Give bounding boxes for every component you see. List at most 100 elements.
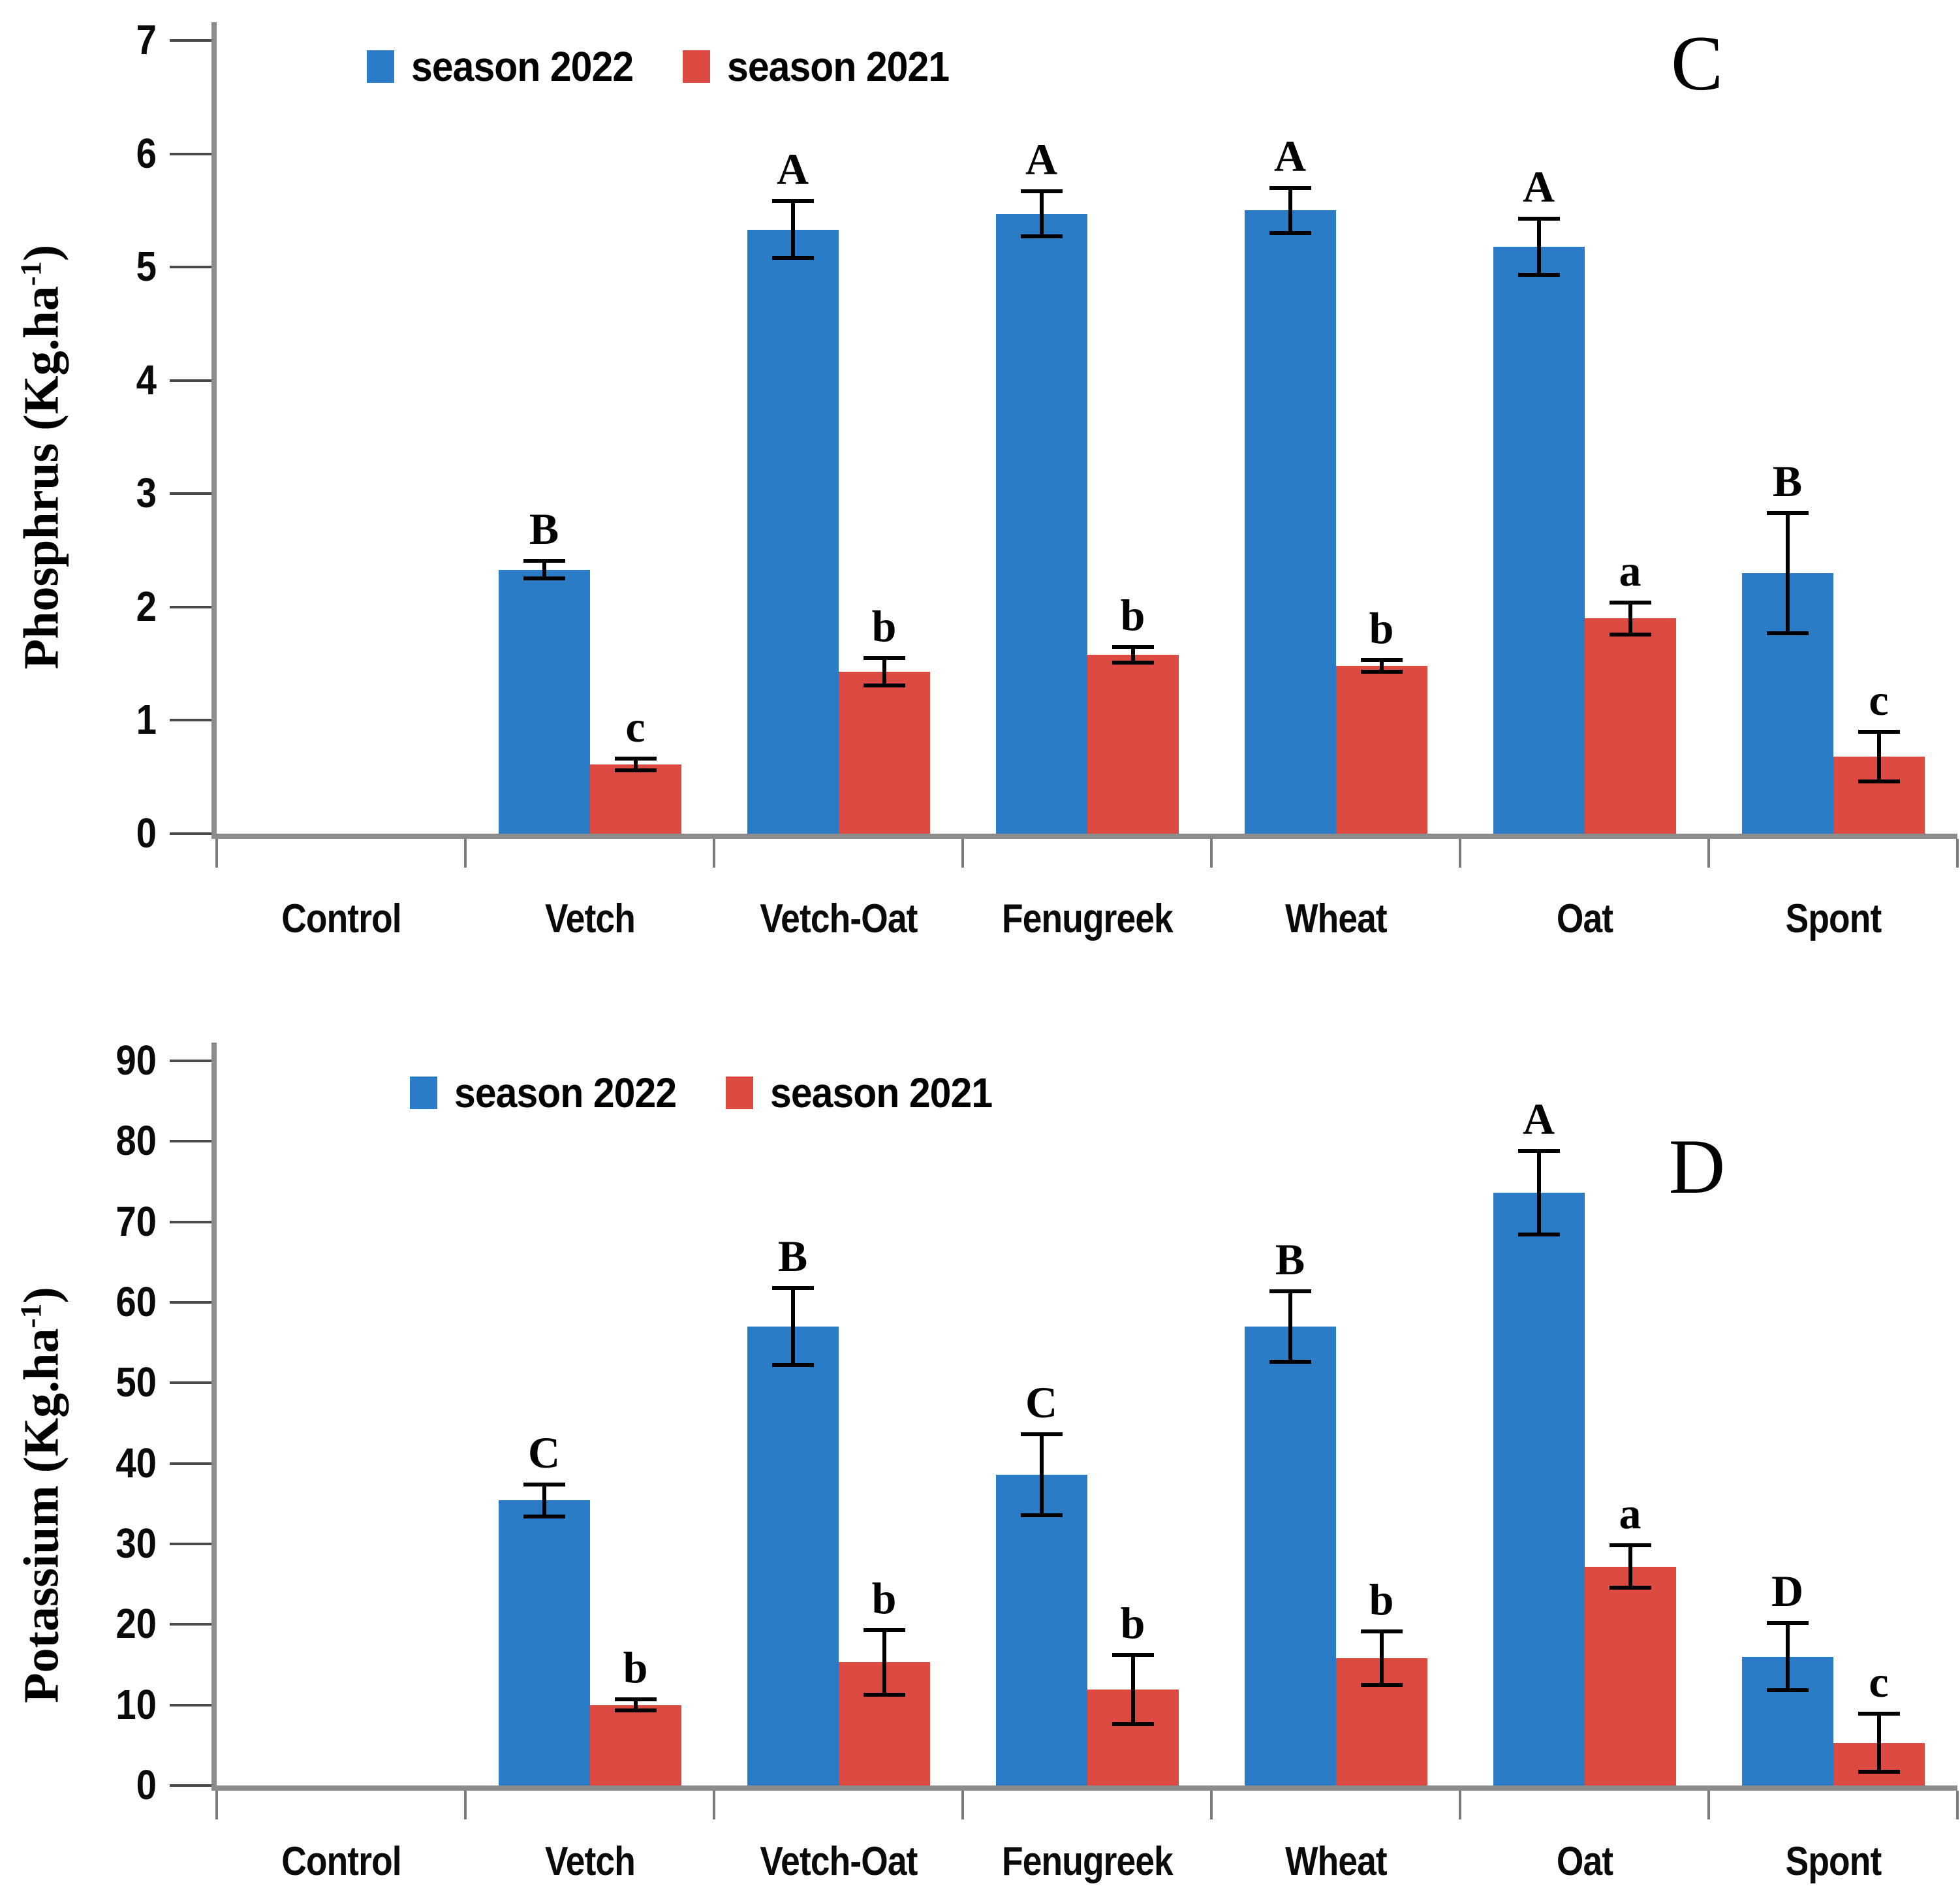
x-axis-tick xyxy=(215,1791,218,1819)
error-bar-season-2022-oat xyxy=(1536,1151,1541,1235)
y-axis-line xyxy=(211,22,217,839)
error-bar-season-2022-vetch xyxy=(542,1484,546,1517)
error-bar-cap-top xyxy=(1020,1432,1063,1437)
error-bar-cap-top xyxy=(1517,216,1560,221)
x-axis-tick xyxy=(1956,1791,1959,1819)
significance-letter-season-2022-spont: D xyxy=(1771,1565,1804,1616)
y-axis-tick-label: 0 xyxy=(136,1761,157,1808)
y-axis-tick xyxy=(170,1703,211,1706)
bar-season-2021-oat xyxy=(1584,1566,1676,1785)
error-bar-cap-bottom xyxy=(523,576,565,581)
x-axis-line xyxy=(211,834,1957,839)
error-bar-cap-top xyxy=(1112,644,1154,649)
error-bar-cap-bottom xyxy=(1858,779,1900,784)
error-bar-season-2022-oat xyxy=(1536,218,1541,275)
error-bar-cap-top xyxy=(1858,1712,1900,1716)
error-bar-season-2021-spont xyxy=(1876,731,1881,782)
y-axis-tick-label: 6 xyxy=(136,129,157,177)
error-bar-season-2021-oat xyxy=(1628,602,1632,635)
y-axis-tick xyxy=(170,39,211,42)
error-bar-cap-bottom xyxy=(1517,273,1560,277)
error-bar-season-2022-spont xyxy=(1785,512,1790,633)
significance-letter-season-2022-spont: B xyxy=(1772,456,1803,506)
bar-season-2022-fenugreek xyxy=(995,213,1087,834)
significance-letter-season-2022-oat: A xyxy=(1522,1094,1555,1144)
x-axis-category-label-vetch: Vetch xyxy=(544,1839,636,1884)
error-bar-season-2021-wheat xyxy=(1379,1631,1384,1685)
bar-season-2022-vetch-oat xyxy=(747,229,839,834)
significance-letter-season-2021-wheat: b xyxy=(1369,603,1394,653)
significance-letter-season-2022-fenugreek: C xyxy=(1025,1377,1058,1428)
x-axis-category-label-control: Control xyxy=(281,1839,401,1884)
error-bar-cap-bottom xyxy=(1112,660,1154,665)
significance-letter-season-2021-fenugreek: b xyxy=(1120,590,1145,640)
y-axis-tick-label: 70 xyxy=(116,1197,157,1245)
x-axis-tick xyxy=(1707,839,1710,868)
y-axis-tick xyxy=(170,1060,211,1063)
x-axis-category-label-oat: Oat xyxy=(1556,896,1613,941)
x-axis-line xyxy=(211,1785,1957,1791)
error-bar-cap-bottom xyxy=(1269,231,1311,236)
significance-letter-season-2022-fenugreek: A xyxy=(1025,134,1058,184)
error-bar-season-2021-fenugreek xyxy=(1130,1655,1135,1725)
error-bar-cap-top xyxy=(1269,1289,1311,1293)
error-bar-cap-bottom xyxy=(863,1692,905,1697)
x-axis-tick xyxy=(961,1791,964,1819)
y-axis-tick xyxy=(170,1220,211,1223)
significance-letter-season-2021-oat: a xyxy=(1619,545,1641,595)
bar-season-2021-vetch xyxy=(589,764,681,834)
error-bar-cap-top xyxy=(863,1628,905,1632)
error-bar-cap-top xyxy=(1766,1620,1809,1625)
error-bar-cap-top xyxy=(771,199,814,204)
x-axis-category-label-spont: Spont xyxy=(1785,896,1882,941)
legend-swatch-season-2021 xyxy=(725,1077,753,1109)
bar-season-2022-vetch-oat xyxy=(747,1327,839,1785)
y-axis-tick xyxy=(170,1543,211,1545)
x-axis-category-label-vetch-oat: Vetch-Oat xyxy=(759,1839,918,1884)
x-axis-tick xyxy=(1459,1791,1461,1819)
bar-season-2022-oat xyxy=(1493,1193,1585,1785)
x-axis-category-label-vetch-oat: Vetch-Oat xyxy=(759,896,918,941)
x-axis-tick xyxy=(1210,1791,1213,1819)
bar-season-2022-wheat xyxy=(1244,1327,1336,1785)
y-axis-tick xyxy=(170,1784,211,1787)
significance-letter-season-2021-fenugreek: b xyxy=(1120,1598,1145,1648)
error-bar-season-2022-fenugreek xyxy=(1039,191,1044,237)
x-axis-category-label-vetch: Vetch xyxy=(544,896,636,941)
x-axis-tick xyxy=(215,839,218,868)
legend-swatch-season-2022 xyxy=(367,50,394,83)
y-axis-tick xyxy=(170,152,211,155)
y-axis-tick-label: 60 xyxy=(116,1278,157,1326)
y-axis-tick xyxy=(170,1301,211,1304)
error-bar-cap-bottom xyxy=(523,1515,565,1519)
error-bar-cap-bottom xyxy=(1766,1688,1809,1693)
y-axis-tick xyxy=(170,1140,211,1143)
error-bar-cap-top xyxy=(771,1285,814,1290)
significance-letter-season-2022-wheat: B xyxy=(1275,1234,1305,1284)
y-axis-tick-label: 30 xyxy=(116,1520,157,1567)
x-axis-category-label-fenugreek: Fenugreek xyxy=(1001,896,1174,941)
y-axis-tick-label: 1 xyxy=(136,696,157,744)
error-bar-cap-bottom xyxy=(771,1363,814,1368)
significance-letter-season-2022-vetch-oat: B xyxy=(777,1231,808,1281)
significance-letter-season-2022-vetch: B xyxy=(529,503,559,554)
y-axis-tick xyxy=(170,719,211,722)
error-bar-season-2021-fenugreek xyxy=(1130,646,1135,663)
y-axis-tick-label: 40 xyxy=(116,1439,157,1486)
y-axis-tick-label: 2 xyxy=(136,582,157,630)
x-axis-tick xyxy=(1956,839,1959,868)
y-axis-tick-label: 4 xyxy=(136,356,157,403)
error-bar-cap-top xyxy=(1360,658,1403,663)
error-bar-season-2022-vetch-oat xyxy=(790,1287,795,1366)
error-bar-cap-top xyxy=(1766,511,1809,515)
error-bar-season-2021-wheat xyxy=(1379,660,1384,672)
significance-letter-season-2021-vetch: c xyxy=(625,702,646,752)
x-axis-tick xyxy=(464,1791,467,1819)
x-axis-tick xyxy=(1707,1791,1710,1819)
bar-season-2022-vetch xyxy=(498,569,590,834)
error-bar-cap-bottom xyxy=(1609,1585,1651,1590)
x-axis-category-label-wheat: Wheat xyxy=(1284,896,1388,941)
x-axis-category-label-spont: Spont xyxy=(1785,1839,1882,1884)
legend-label-season-2021: season 2021 xyxy=(770,1069,993,1116)
